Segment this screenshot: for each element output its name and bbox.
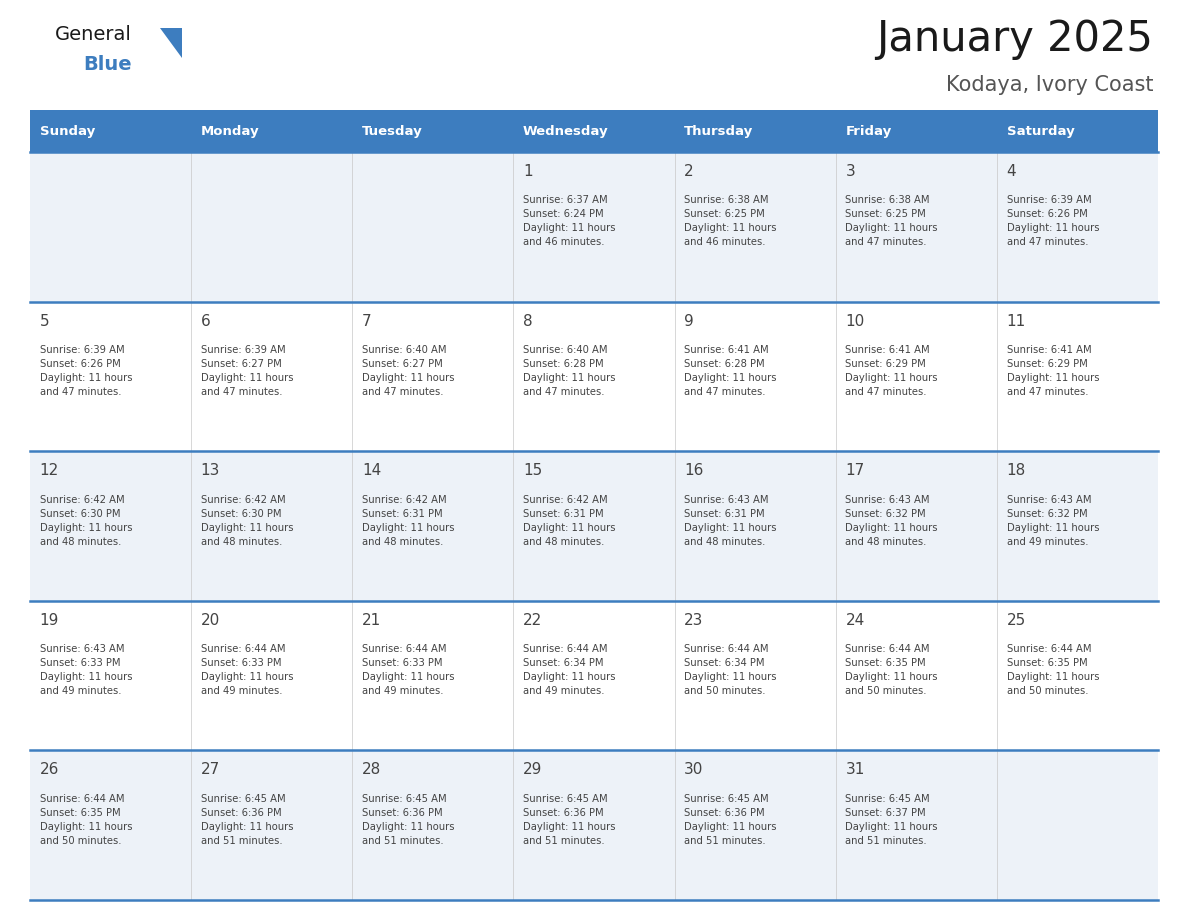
Text: 10: 10: [846, 314, 865, 329]
Text: 17: 17: [846, 464, 865, 478]
Text: Sunrise: 6:37 AM
Sunset: 6:24 PM
Daylight: 11 hours
and 46 minutes.: Sunrise: 6:37 AM Sunset: 6:24 PM Dayligh…: [523, 196, 615, 247]
Text: Sunrise: 6:39 AM
Sunset: 6:26 PM
Daylight: 11 hours
and 47 minutes.: Sunrise: 6:39 AM Sunset: 6:26 PM Dayligh…: [39, 345, 132, 397]
Text: Sunrise: 6:44 AM
Sunset: 6:33 PM
Daylight: 11 hours
and 49 minutes.: Sunrise: 6:44 AM Sunset: 6:33 PM Dayligh…: [362, 644, 455, 696]
Text: Sunrise: 6:42 AM
Sunset: 6:30 PM
Daylight: 11 hours
and 48 minutes.: Sunrise: 6:42 AM Sunset: 6:30 PM Dayligh…: [39, 495, 132, 546]
Text: Sunrise: 6:41 AM
Sunset: 6:29 PM
Daylight: 11 hours
and 47 minutes.: Sunrise: 6:41 AM Sunset: 6:29 PM Dayligh…: [1006, 345, 1099, 397]
Bar: [513, 110, 675, 152]
Text: 24: 24: [846, 613, 865, 628]
Bar: [30, 302, 1158, 452]
Text: Sunrise: 6:43 AM
Sunset: 6:33 PM
Daylight: 11 hours
and 49 minutes.: Sunrise: 6:43 AM Sunset: 6:33 PM Dayligh…: [39, 644, 132, 696]
Text: Friday: Friday: [846, 125, 892, 138]
Bar: [353, 110, 513, 152]
Text: Blue: Blue: [83, 55, 132, 74]
Text: 8: 8: [523, 314, 532, 329]
Text: Sunrise: 6:39 AM
Sunset: 6:26 PM
Daylight: 11 hours
and 47 minutes.: Sunrise: 6:39 AM Sunset: 6:26 PM Dayligh…: [1006, 196, 1099, 247]
Text: 13: 13: [201, 464, 220, 478]
Text: 9: 9: [684, 314, 694, 329]
Text: General: General: [55, 25, 132, 44]
Text: Sunrise: 6:39 AM
Sunset: 6:27 PM
Daylight: 11 hours
and 47 minutes.: Sunrise: 6:39 AM Sunset: 6:27 PM Dayligh…: [201, 345, 293, 397]
Bar: [30, 750, 1158, 900]
Bar: [30, 600, 1158, 750]
Text: January 2025: January 2025: [876, 18, 1154, 60]
Text: Sunrise: 6:42 AM
Sunset: 6:31 PM
Daylight: 11 hours
and 48 minutes.: Sunrise: 6:42 AM Sunset: 6:31 PM Dayligh…: [523, 495, 615, 546]
Text: Sunrise: 6:41 AM
Sunset: 6:29 PM
Daylight: 11 hours
and 47 minutes.: Sunrise: 6:41 AM Sunset: 6:29 PM Dayligh…: [846, 345, 937, 397]
Bar: [30, 452, 1158, 600]
Text: Sunrise: 6:45 AM
Sunset: 6:36 PM
Daylight: 11 hours
and 51 minutes.: Sunrise: 6:45 AM Sunset: 6:36 PM Dayligh…: [362, 794, 455, 845]
Text: 22: 22: [523, 613, 543, 628]
Text: 14: 14: [362, 464, 381, 478]
Bar: [675, 110, 835, 152]
Text: 1: 1: [523, 164, 532, 179]
Text: Sunrise: 6:45 AM
Sunset: 6:36 PM
Daylight: 11 hours
and 51 minutes.: Sunrise: 6:45 AM Sunset: 6:36 PM Dayligh…: [201, 794, 293, 845]
Bar: [997, 110, 1158, 152]
Text: 31: 31: [846, 762, 865, 778]
Text: 20: 20: [201, 613, 220, 628]
Text: Sunrise: 6:43 AM
Sunset: 6:32 PM
Daylight: 11 hours
and 49 minutes.: Sunrise: 6:43 AM Sunset: 6:32 PM Dayligh…: [1006, 495, 1099, 546]
Text: Sunrise: 6:40 AM
Sunset: 6:27 PM
Daylight: 11 hours
and 47 minutes.: Sunrise: 6:40 AM Sunset: 6:27 PM Dayligh…: [362, 345, 455, 397]
Text: Monday: Monday: [201, 125, 259, 138]
Text: Wednesday: Wednesday: [523, 125, 608, 138]
Bar: [191, 110, 353, 152]
Text: Sunrise: 6:44 AM
Sunset: 6:34 PM
Daylight: 11 hours
and 49 minutes.: Sunrise: 6:44 AM Sunset: 6:34 PM Dayligh…: [523, 644, 615, 696]
Text: 4: 4: [1006, 164, 1016, 179]
Text: 11: 11: [1006, 314, 1025, 329]
Text: Sunrise: 6:45 AM
Sunset: 6:36 PM
Daylight: 11 hours
and 51 minutes.: Sunrise: 6:45 AM Sunset: 6:36 PM Dayligh…: [684, 794, 777, 845]
Bar: [30, 110, 191, 152]
Text: Sunrise: 6:43 AM
Sunset: 6:31 PM
Daylight: 11 hours
and 48 minutes.: Sunrise: 6:43 AM Sunset: 6:31 PM Dayligh…: [684, 495, 777, 546]
Text: Sunrise: 6:42 AM
Sunset: 6:30 PM
Daylight: 11 hours
and 48 minutes.: Sunrise: 6:42 AM Sunset: 6:30 PM Dayligh…: [201, 495, 293, 546]
Text: Sunrise: 6:44 AM
Sunset: 6:34 PM
Daylight: 11 hours
and 50 minutes.: Sunrise: 6:44 AM Sunset: 6:34 PM Dayligh…: [684, 644, 777, 696]
Text: 26: 26: [39, 762, 59, 778]
Text: Sunrise: 6:45 AM
Sunset: 6:37 PM
Daylight: 11 hours
and 51 minutes.: Sunrise: 6:45 AM Sunset: 6:37 PM Dayligh…: [846, 794, 937, 845]
Text: Sunrise: 6:41 AM
Sunset: 6:28 PM
Daylight: 11 hours
and 47 minutes.: Sunrise: 6:41 AM Sunset: 6:28 PM Dayligh…: [684, 345, 777, 397]
Text: Tuesday: Tuesday: [362, 125, 423, 138]
Text: 25: 25: [1006, 613, 1025, 628]
Text: 7: 7: [362, 314, 372, 329]
Text: 3: 3: [846, 164, 855, 179]
Text: 21: 21: [362, 613, 381, 628]
Text: 16: 16: [684, 464, 703, 478]
Text: Sunrise: 6:44 AM
Sunset: 6:33 PM
Daylight: 11 hours
and 49 minutes.: Sunrise: 6:44 AM Sunset: 6:33 PM Dayligh…: [201, 644, 293, 696]
Text: Thursday: Thursday: [684, 125, 753, 138]
Text: Kodaya, Ivory Coast: Kodaya, Ivory Coast: [946, 75, 1154, 95]
Text: Sunrise: 6:42 AM
Sunset: 6:31 PM
Daylight: 11 hours
and 48 minutes.: Sunrise: 6:42 AM Sunset: 6:31 PM Dayligh…: [362, 495, 455, 546]
Text: 18: 18: [1006, 464, 1025, 478]
Text: Sunrise: 6:45 AM
Sunset: 6:36 PM
Daylight: 11 hours
and 51 minutes.: Sunrise: 6:45 AM Sunset: 6:36 PM Dayligh…: [523, 794, 615, 845]
Text: Sunday: Sunday: [39, 125, 95, 138]
Text: Sunrise: 6:44 AM
Sunset: 6:35 PM
Daylight: 11 hours
and 50 minutes.: Sunrise: 6:44 AM Sunset: 6:35 PM Dayligh…: [846, 644, 937, 696]
Polygon shape: [160, 28, 182, 58]
Text: 23: 23: [684, 613, 703, 628]
Text: 30: 30: [684, 762, 703, 778]
Text: Sunrise: 6:44 AM
Sunset: 6:35 PM
Daylight: 11 hours
and 50 minutes.: Sunrise: 6:44 AM Sunset: 6:35 PM Dayligh…: [39, 794, 132, 845]
Text: 2: 2: [684, 164, 694, 179]
Text: Sunrise: 6:40 AM
Sunset: 6:28 PM
Daylight: 11 hours
and 47 minutes.: Sunrise: 6:40 AM Sunset: 6:28 PM Dayligh…: [523, 345, 615, 397]
Bar: [835, 110, 997, 152]
Text: 6: 6: [201, 314, 210, 329]
Text: Sunrise: 6:44 AM
Sunset: 6:35 PM
Daylight: 11 hours
and 50 minutes.: Sunrise: 6:44 AM Sunset: 6:35 PM Dayligh…: [1006, 644, 1099, 696]
Text: 5: 5: [39, 314, 49, 329]
Text: 15: 15: [523, 464, 543, 478]
Text: 28: 28: [362, 762, 381, 778]
Text: 27: 27: [201, 762, 220, 778]
Bar: [30, 152, 1158, 302]
Text: 12: 12: [39, 464, 59, 478]
Text: Saturday: Saturday: [1006, 125, 1074, 138]
Text: 29: 29: [523, 762, 543, 778]
Text: 19: 19: [39, 613, 59, 628]
Text: Sunrise: 6:38 AM
Sunset: 6:25 PM
Daylight: 11 hours
and 47 minutes.: Sunrise: 6:38 AM Sunset: 6:25 PM Dayligh…: [846, 196, 937, 247]
Text: Sunrise: 6:38 AM
Sunset: 6:25 PM
Daylight: 11 hours
and 46 minutes.: Sunrise: 6:38 AM Sunset: 6:25 PM Dayligh…: [684, 196, 777, 247]
Text: Sunrise: 6:43 AM
Sunset: 6:32 PM
Daylight: 11 hours
and 48 minutes.: Sunrise: 6:43 AM Sunset: 6:32 PM Dayligh…: [846, 495, 937, 546]
